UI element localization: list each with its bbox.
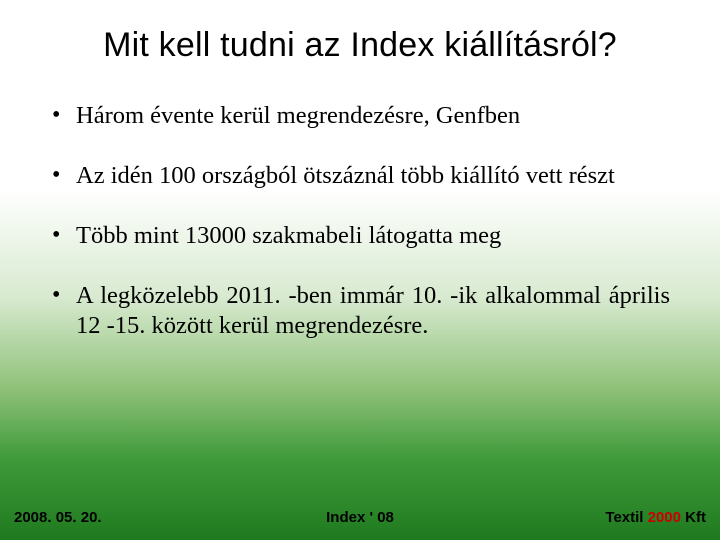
footer-right-prefix: Textil [605, 509, 647, 526]
slide-title: Mit kell tudni az Index kiállításról? [44, 26, 676, 65]
bullet-item: A legközelebb 2011. -ben immár 10. -ik a… [50, 281, 670, 341]
bullet-item: Több mint 13000 szakmabeli látogatta meg [50, 221, 670, 251]
footer-center: Index ' 08 [326, 509, 394, 526]
bullet-item: Az idén 100 országból ötszáznál több kiá… [50, 161, 670, 191]
footer-right-year: 2000 [648, 509, 681, 526]
footer-date: 2008. 05. 20. [14, 509, 102, 526]
bullet-item: Három évente kerül megrendezésre, Genfbe… [50, 101, 670, 131]
footer: 2008. 05. 20. Index ' 08 Textil 2000 Kft [0, 509, 720, 526]
footer-right: Textil 2000 Kft [605, 509, 706, 526]
bullet-list: Három évente kerül megrendezésre, Genfbe… [44, 101, 676, 340]
slide: Mit kell tudni az Index kiállításról? Há… [0, 0, 720, 540]
footer-right-suffix: Kft [681, 509, 706, 526]
